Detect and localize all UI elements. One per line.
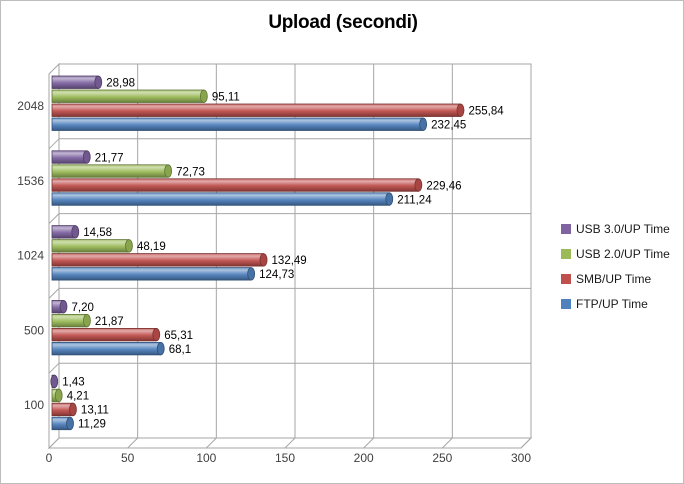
bar-value-label: 13,11 [81, 405, 109, 417]
x-tick-label-200: 200 [354, 451, 374, 465]
bar-value-label: 68,1 [169, 344, 191, 356]
y-category-label-100: 100 [24, 398, 44, 412]
bar-cap-100-series-0 [50, 374, 59, 389]
bar-1536-series-2 [51, 178, 419, 192]
tick-category-4 [48, 362, 60, 374]
bar-value-label: 28,98 [106, 77, 135, 89]
bar-cap-2048-series-1 [199, 89, 208, 103]
bar-cap-500-series-1 [83, 313, 91, 328]
bar-cap-1536-series-0 [82, 150, 91, 164]
bar-cap-1024-series-0 [71, 225, 80, 239]
tick-category-2 [48, 213, 60, 224]
legend-item-ftp: FTP/UP Time [561, 297, 670, 311]
bar-value-label: 124,73 [259, 269, 294, 281]
y-category-label-1536: 1536 [17, 174, 44, 188]
legend-swatch-usb30-icon [561, 224, 571, 234]
bar-value-label: 255,84 [468, 105, 504, 117]
legend-item-usb20: USB 2.0/UP Time [561, 247, 670, 261]
tick-x-200 [363, 437, 375, 449]
y-category-label-1024: 1024 [17, 249, 44, 263]
bar-cap-1024-series-3 [247, 267, 256, 281]
x-tick-label-0: 0 [46, 451, 53, 465]
legend-item-usb30: USB 3.0/UP Time [561, 222, 670, 236]
bar-cap-500-series-2 [152, 327, 161, 342]
bar-cap-100-series-1 [54, 388, 63, 403]
tick-x-300 [520, 437, 532, 449]
bar-value-label: 21,87 [95, 316, 124, 328]
bar-cap-500-series-3 [156, 341, 165, 356]
bar-value-label: 65,31 [164, 330, 193, 342]
tick-category-3 [48, 288, 60, 299]
tick-x-250 [441, 437, 453, 449]
bar-500-series-1 [51, 313, 88, 328]
bar-cap-100-series-3 [66, 416, 74, 431]
legend-label-usb20: USB 2.0/UP Time [576, 247, 670, 261]
legend-swatch-smb-icon [561, 274, 571, 284]
bar-2048-series-1 [51, 89, 205, 103]
y-category-label-2048: 2048 [17, 99, 44, 113]
legend-label-usb30: USB 3.0/UP Time [576, 222, 670, 236]
legend-item-smb: SMB/UP Time [561, 272, 670, 286]
legend-label-ftp: FTP/UP Time [576, 297, 648, 311]
legend-swatch-usb20-icon [561, 249, 571, 259]
bar-1024-series-3 [51, 267, 252, 281]
bar-value-label: 21,77 [95, 152, 124, 164]
bar-value-label: 7,20 [71, 302, 93, 314]
bar-value-label: 132,49 [272, 255, 307, 267]
bar-1024-series-2 [51, 253, 264, 267]
bar-cap-2048-series-3 [419, 117, 428, 131]
bar-cap-2048-series-0 [94, 75, 103, 89]
x-tick-label-50: 50 [121, 451, 135, 465]
bar-value-label: 229,46 [426, 180, 461, 192]
bar-2048-series-2 [51, 103, 461, 117]
tick-category-1 [48, 138, 60, 150]
legend-swatch-ftp-icon [561, 299, 571, 309]
y-category-label-500: 500 [24, 323, 44, 337]
bar-value-label: 4,21 [67, 391, 89, 403]
bar-value-label: 11,29 [78, 419, 106, 431]
x-tick-label-300: 300 [511, 451, 531, 465]
bar-value-label: 1,43 [62, 377, 84, 389]
bar-500-series-3 [51, 341, 162, 356]
bar-1536-series-3 [51, 192, 390, 206]
bar-1536-series-0 [51, 150, 88, 164]
tick-x-50 [127, 437, 139, 449]
bar-1024-series-1 [51, 239, 130, 253]
bar-cap-100-series-2 [69, 402, 77, 417]
bar-cap-2048-series-2 [456, 103, 465, 117]
bar-cap-1536-series-2 [414, 178, 423, 192]
bar-value-label: 72,73 [176, 166, 205, 178]
bar-cap-1536-series-3 [385, 192, 394, 206]
legend-label-smb: SMB/UP Time [576, 272, 652, 286]
tick-x-100 [205, 437, 217, 449]
bar-1536-series-1 [51, 164, 169, 178]
legend: USB 3.0/UP Time USB 2.0/UP Time SMB/UP T… [561, 222, 670, 311]
bar-value-label: 95,11 [212, 91, 240, 103]
bar-2048-series-3 [51, 117, 424, 131]
bar-cap-500-series-0 [59, 299, 68, 314]
x-tick-label-250: 250 [432, 451, 452, 465]
bar-2048-series-0 [51, 75, 99, 89]
bar-cap-1024-series-2 [259, 253, 268, 267]
bar-cap-1536-series-1 [164, 164, 173, 178]
bar-cap-1024-series-1 [125, 239, 133, 253]
bar-value-label: 48,19 [137, 241, 166, 253]
x-tick-label-100: 100 [196, 451, 216, 465]
bar-500-series-2 [51, 327, 157, 342]
tick-x-150 [284, 437, 296, 449]
bar-value-label: 211,24 [397, 194, 432, 206]
chart-title: Upload (secondi) [268, 12, 418, 33]
bar-value-label: 14,58 [83, 227, 112, 239]
bar-value-label: 232,45 [431, 119, 466, 131]
x-tick-label-150: 150 [275, 451, 295, 465]
